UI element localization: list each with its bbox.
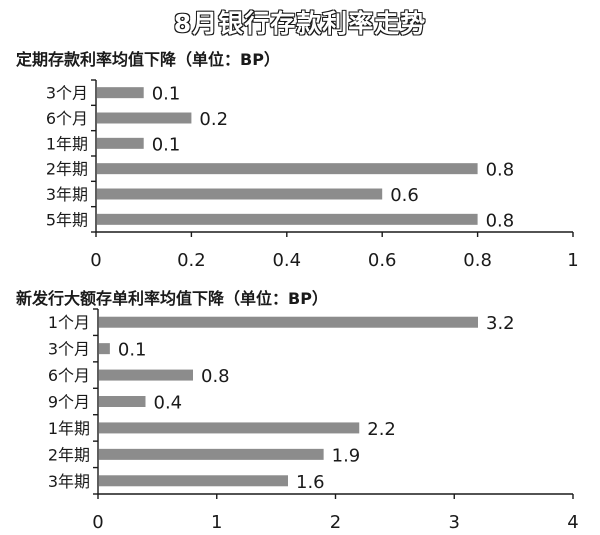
x-tick-label: 0.4 — [272, 250, 301, 271]
category-label: 2年期 — [48, 445, 90, 464]
x-tick-label: 4 — [567, 512, 578, 533]
data-label: 3.2 — [486, 313, 515, 334]
x-tick-label: 1 — [567, 250, 578, 271]
bar — [99, 475, 288, 487]
category-label: 9个月 — [48, 393, 90, 412]
bar — [97, 188, 383, 200]
data-label: 0.1 — [152, 134, 181, 155]
bar — [97, 213, 478, 225]
bar — [99, 448, 324, 460]
bar — [97, 87, 144, 99]
data-label: 0.8 — [486, 210, 515, 231]
data-label: 2.2 — [367, 419, 396, 440]
category-label: 1年期 — [48, 419, 90, 438]
category-label: 1年期 — [46, 134, 88, 153]
bar — [97, 137, 144, 149]
term-deposit-rate-chart: 3个月 0.1 6个月 0.2 1年期 0.1 2年期 0.8 3年期 0.6 5年期 0.8 0 0.2… — [46, 79, 579, 271]
bar — [99, 422, 360, 434]
category-label: 3年期 — [48, 472, 90, 491]
x-tick-label: 0.6 — [368, 250, 397, 271]
category-label: 3年期 — [46, 185, 88, 204]
data-label: 0.1 — [152, 84, 181, 105]
category-label: 2年期 — [46, 160, 88, 179]
x-tick-label: 0 — [90, 250, 101, 271]
category-label: 3个月 — [48, 340, 90, 359]
data-label: 0.6 — [390, 185, 419, 206]
x-tick-label: 0.2 — [177, 250, 206, 271]
x-tick-label: 2 — [330, 512, 341, 533]
main-title: 8月银行存款利率走势 — [173, 8, 427, 38]
x-tick-label: 0 — [92, 512, 103, 533]
category-label: 1个月 — [48, 313, 90, 332]
data-label: 0.8 — [486, 160, 515, 181]
data-label: 0.1 — [118, 340, 147, 361]
category-label: 6个月 — [46, 109, 88, 128]
data-label: 1.6 — [296, 472, 325, 493]
x-tick-label: 3 — [449, 512, 460, 533]
bar — [99, 396, 146, 407]
chart-2-title: 新发行大额存单利率均值下降（单位：BP） — [16, 289, 328, 308]
bar — [97, 163, 478, 175]
data-label: 0.4 — [154, 393, 183, 414]
bar — [99, 316, 478, 328]
data-label: 0.8 — [201, 366, 230, 387]
category-label: 5年期 — [46, 210, 88, 229]
category-label: 3个月 — [46, 84, 88, 103]
x-tick-label: 0.8 — [463, 250, 492, 271]
category-label: 6个月 — [48, 366, 90, 385]
x-tick-label: 1 — [211, 512, 222, 533]
bar — [99, 369, 193, 381]
bar — [97, 112, 192, 124]
chart-1-title: 定期存款利率均值下降（单位：BP） — [16, 50, 280, 69]
data-label: 1.9 — [332, 445, 361, 466]
bar — [99, 343, 110, 355]
data-label: 0.2 — [199, 109, 228, 130]
